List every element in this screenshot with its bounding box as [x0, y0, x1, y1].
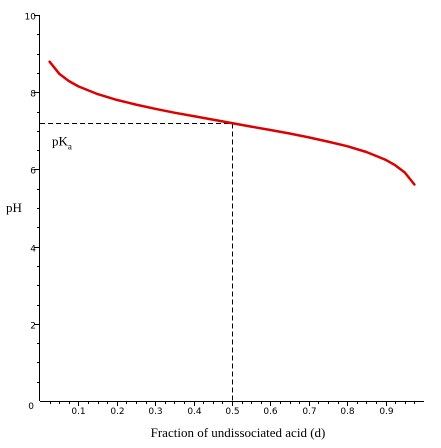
x-axis-label: Fraction of undissociated acid (d): [151, 425, 326, 440]
pka-guides: [40, 123, 233, 401]
y-tick-label: 4: [30, 245, 36, 255]
series-layer: [48, 60, 416, 186]
ticks: 0.1 0.2 0.3 0.4 0.5 0.6 0.7 0.8 0.9 2 4 6 8 10: [25, 13, 415, 417]
x-tick-label: 0.6: [263, 407, 278, 417]
x-tick-label: 0.3: [148, 407, 162, 417]
pka-annotation-text: pK: [52, 134, 69, 149]
pka-annotation: pKa: [52, 134, 72, 152]
y-tick-label: 10: [25, 13, 37, 23]
y-axis-label: pH: [6, 200, 22, 215]
pka-annotation-subscript: a: [68, 142, 72, 152]
x-origin-tick-label: 0: [28, 402, 34, 412]
axes: [39, 15, 424, 402]
ph-curve: [48, 60, 416, 186]
y-tick-label: 6: [30, 167, 36, 177]
x-tick-label: 0.7: [302, 407, 316, 417]
x-tick-label: 0.9: [379, 407, 394, 417]
x-tick-label: 0.2: [110, 407, 124, 417]
y-tick-label: 2: [30, 322, 36, 332]
x-tick-label: 0.5: [225, 407, 239, 417]
x-tick-label: 0.4: [187, 407, 202, 417]
x-tick-label: 0.1: [71, 407, 85, 417]
y-tick-label: 8: [30, 90, 36, 100]
x-tick-label: 0.8: [340, 407, 355, 417]
